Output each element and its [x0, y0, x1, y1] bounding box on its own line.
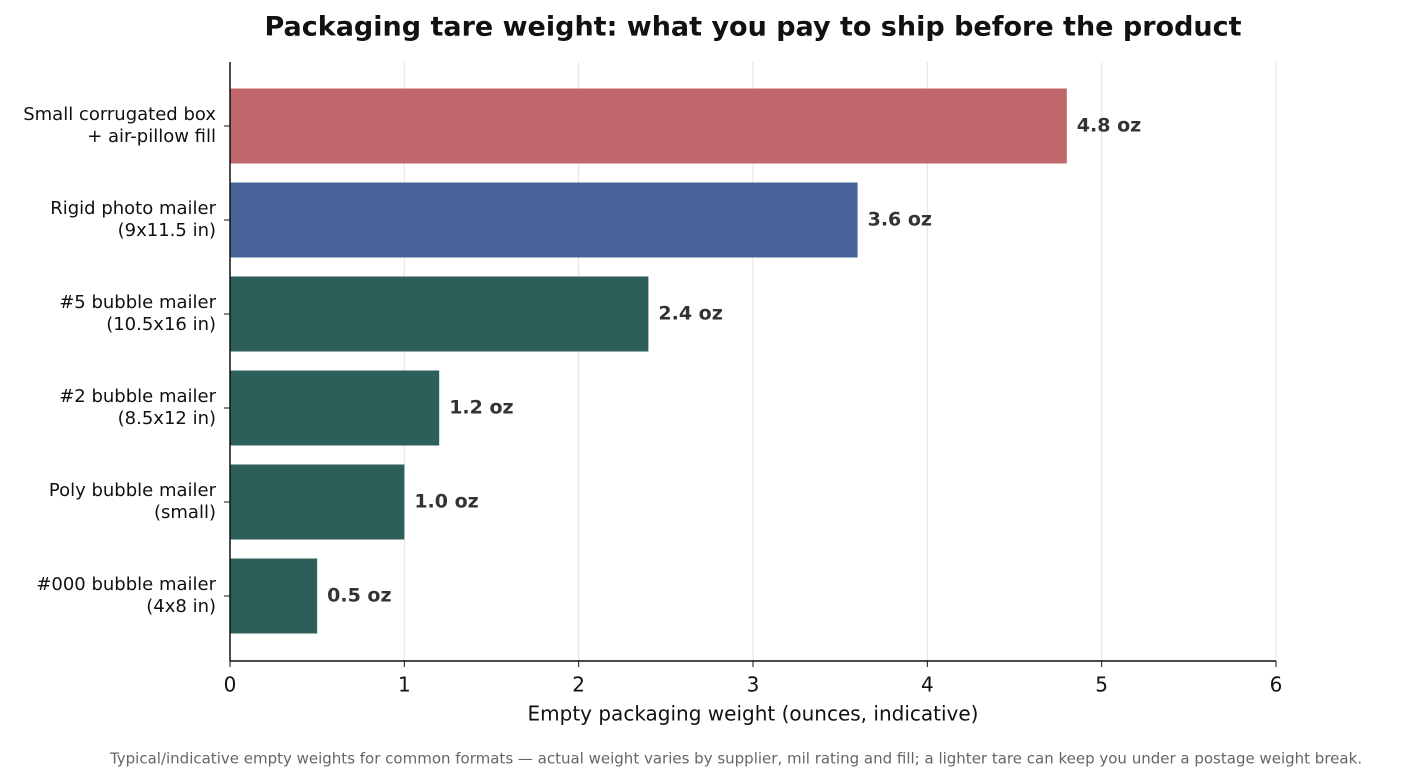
y-tick-label: Small corrugated box + air-pillow fill	[23, 104, 216, 147]
bar	[230, 182, 858, 258]
value-label: 2.4 oz	[658, 303, 722, 325]
value-label: 0.5 oz	[327, 585, 391, 607]
bar	[230, 464, 405, 540]
x-tick-label: 4	[921, 673, 934, 697]
y-tick-label-line: + air-pillow fill	[87, 126, 216, 147]
bar	[230, 276, 649, 352]
chart-title: Packaging tare weight: what you pay to s…	[264, 12, 1241, 43]
y-tick-label-line: (4x8 in)	[146, 596, 216, 617]
value-label: 3.6 oz	[868, 209, 932, 231]
y-tick-label-line: #000 bubble mailer	[36, 574, 216, 595]
y-tick-label: Rigid photo mailer (9x11.5 in)	[50, 198, 216, 241]
bar	[230, 558, 318, 634]
bar	[230, 88, 1067, 164]
x-tick-label: 0	[224, 673, 237, 697]
y-tick-label: #000 bubble mailer (4x8 in)	[36, 574, 216, 617]
value-label: 1.0 oz	[414, 491, 478, 513]
y-tick-label-line: (10.5x16 in)	[106, 314, 216, 335]
y-tick-label-line: Rigid photo mailer	[50, 198, 216, 219]
x-axis-label: Empty packaging weight (ounces, indicati…	[528, 702, 979, 726]
y-tick-label-line: (small)	[154, 502, 216, 523]
y-tick-label-line: Poly bubble mailer	[49, 480, 217, 501]
value-label: 1.2 oz	[449, 397, 513, 419]
x-tick-label: 1	[398, 673, 411, 697]
y-tick-label-line: Small corrugated box	[23, 104, 216, 125]
x-tick-label: 3	[747, 673, 760, 697]
footnote: Typical/indicative empty weights for com…	[109, 750, 1362, 768]
x-tick-label: 6	[1270, 673, 1283, 697]
y-tick-label: #2 bubble mailer (8.5x12 in)	[59, 386, 216, 429]
y-tick-label-line: #5 bubble mailer	[59, 292, 216, 313]
value-label: 4.8 oz	[1077, 115, 1141, 137]
bar	[230, 370, 440, 446]
y-tick-label-line: (9x11.5 in)	[118, 220, 216, 241]
y-tick-label: Poly bubble mailer (small)	[49, 480, 217, 523]
x-tick-label: 2	[572, 673, 585, 697]
y-tick-label: #5 bubble mailer (10.5x16 in)	[59, 292, 216, 335]
y-tick-label-line: (8.5x12 in)	[118, 408, 216, 429]
x-tick-label: 5	[1095, 673, 1108, 697]
y-tick-label-line: #2 bubble mailer	[59, 386, 216, 407]
